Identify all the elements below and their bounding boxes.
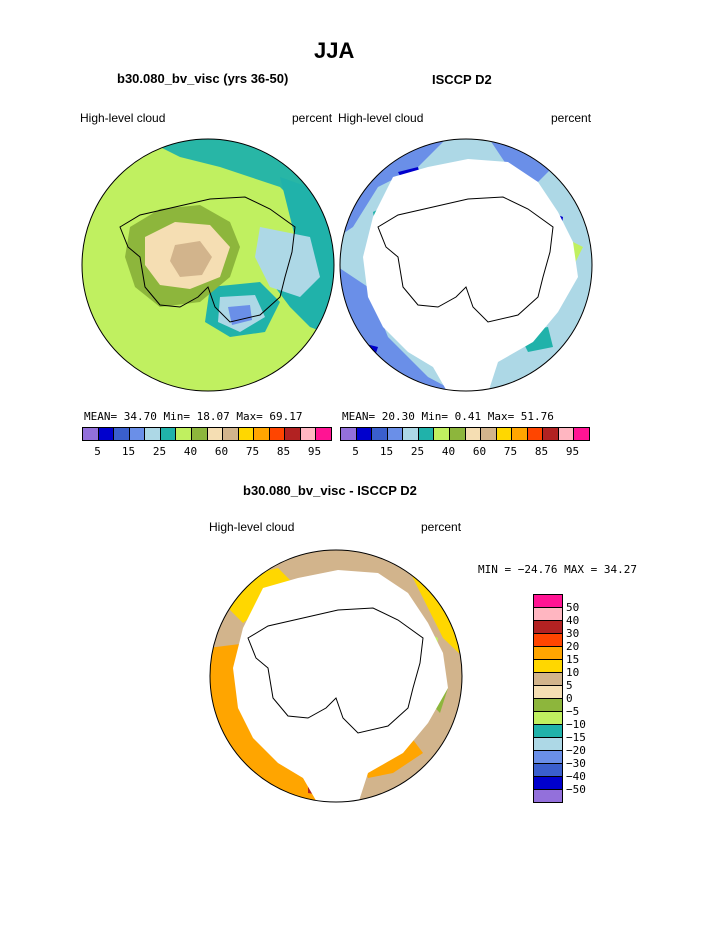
colorbar-tick-label: −20 xyxy=(566,744,586,757)
colorbar-tick-label: 5 xyxy=(566,679,573,692)
panel3-stats: MIN = −24.76 MAX = 34.27 xyxy=(478,563,637,576)
colorbar-swatch xyxy=(160,428,177,440)
colorbar-tick-label: 50 xyxy=(566,601,580,614)
colorbar-swatch xyxy=(558,428,575,440)
colorbar-tick-label: 75 xyxy=(503,445,518,458)
colorbar-tick-label: 0 xyxy=(566,692,573,705)
panel1-title: b30.080_bv_visc (yrs 36-50) xyxy=(117,71,289,86)
colorbar-swatch xyxy=(434,428,450,440)
colorbar-swatch xyxy=(403,428,419,440)
colorbar-swatch xyxy=(223,428,239,440)
difference-polar-map xyxy=(209,549,463,803)
panel2-stats: MEAN= 20.30 Min= 0.41 Max= 51.76 xyxy=(342,410,554,423)
colorbar-tick-label: 60 xyxy=(472,445,487,458)
colorbar-swatch xyxy=(534,647,562,660)
colorbar-tick-label: −15 xyxy=(566,731,586,744)
colorbar-swatch xyxy=(534,595,562,608)
colorbar-swatch xyxy=(176,428,192,440)
panel3-left-label: High-level cloud xyxy=(209,520,295,534)
colorbar-swatch xyxy=(387,428,404,440)
colorbar-tick-label: 60 xyxy=(214,445,229,458)
colorbar-swatch xyxy=(285,428,301,440)
colorbar-tick-label: 15 xyxy=(379,445,394,458)
colorbar-swatch xyxy=(481,428,497,440)
panel2-left-label: High-level cloud xyxy=(338,111,424,125)
colorbar-swatch xyxy=(269,428,286,440)
colorbar-model xyxy=(82,427,332,441)
colorbar-swatch xyxy=(527,428,544,440)
colorbar-tick-label: 5 xyxy=(352,445,359,458)
colorbar-swatch xyxy=(129,428,146,440)
colorbar-swatch xyxy=(341,428,357,440)
colorbar-swatch xyxy=(534,751,562,764)
colorbar-swatch xyxy=(534,699,562,712)
panel1-right-label: percent xyxy=(292,111,333,125)
colorbar-swatch xyxy=(465,428,482,440)
colorbar-swatch xyxy=(254,428,270,440)
colorbar-swatch xyxy=(534,712,562,725)
colorbar-swatch xyxy=(114,428,130,440)
colorbar-tick-label: 25 xyxy=(410,445,425,458)
colorbar-swatch xyxy=(356,428,373,440)
colorbar-tick-label: 40 xyxy=(441,445,456,458)
colorbar-swatch xyxy=(543,428,559,440)
panel2-title: ISCCP D2 xyxy=(432,72,492,87)
colorbar-tick-label: 15 xyxy=(566,653,580,666)
colorbar-isccp xyxy=(340,427,590,441)
colorbar-tick-label: −40 xyxy=(566,770,586,783)
colorbar-swatch xyxy=(534,634,562,647)
colorbar-swatch xyxy=(512,428,528,440)
colorbar-swatch xyxy=(534,725,562,738)
colorbar-tick-label: −50 xyxy=(566,783,586,796)
panel1-left-label: High-level cloud xyxy=(80,111,166,125)
colorbar-tick-label: 25 xyxy=(152,445,167,458)
colorbar-swatch xyxy=(98,428,115,440)
panel1-stats: MEAN= 34.70 Min= 18.07 Max= 69.17 xyxy=(84,410,303,423)
colorbar-swatch xyxy=(145,428,161,440)
panel2-right-label: percent xyxy=(551,111,592,125)
colorbar-swatch xyxy=(534,764,562,777)
colorbar-swatch xyxy=(534,790,562,802)
colorbar-swatch xyxy=(418,428,435,440)
colorbar-swatch xyxy=(83,428,99,440)
colorbar-swatch xyxy=(300,428,317,440)
colorbar-swatch xyxy=(534,738,562,751)
colorbar-tick-label: 30 xyxy=(566,627,580,640)
colorbar-swatch xyxy=(372,428,388,440)
panel3-title: b30.080_bv_visc - ISCCP D2 xyxy=(243,483,417,498)
colorbar-tick-label: 10 xyxy=(566,666,580,679)
colorbar-tick-label: 85 xyxy=(534,445,549,458)
colorbar-tick-label: −5 xyxy=(566,705,580,718)
colorbar-swatch xyxy=(574,428,589,440)
colorbar-swatch xyxy=(496,428,513,440)
colorbar-tick-label: 40 xyxy=(183,445,198,458)
colorbar-swatch xyxy=(449,428,466,440)
colorbar-swatch xyxy=(191,428,208,440)
colorbar-tick-label: 40 xyxy=(566,614,580,627)
isccp-polar-map xyxy=(339,138,593,392)
colorbar-tick-label: 85 xyxy=(276,445,291,458)
colorbar-tick-label: −10 xyxy=(566,718,586,731)
colorbar-difference xyxy=(533,594,563,803)
colorbar-tick-label: −30 xyxy=(566,757,586,770)
colorbar-swatch xyxy=(534,686,562,699)
panel3-right-label: percent xyxy=(421,520,462,534)
colorbar-swatch xyxy=(534,621,562,634)
colorbar-tick-label: 5 xyxy=(94,445,101,458)
figure-title: JJA xyxy=(314,38,355,63)
colorbar-tick-label: 75 xyxy=(245,445,260,458)
colorbar-tick-label: 95 xyxy=(307,445,322,458)
colorbar-tick-label: 20 xyxy=(566,640,580,653)
model-polar-map xyxy=(81,138,335,392)
colorbar-tick-label: 95 xyxy=(565,445,580,458)
colorbar-swatch xyxy=(534,660,562,673)
colorbar-swatch xyxy=(207,428,224,440)
colorbar-swatch xyxy=(534,608,562,621)
colorbar-swatch xyxy=(238,428,255,440)
colorbar-swatch xyxy=(534,777,562,790)
colorbar-swatch xyxy=(534,673,562,686)
colorbar-swatch xyxy=(316,428,331,440)
colorbar-tick-label: 15 xyxy=(121,445,136,458)
